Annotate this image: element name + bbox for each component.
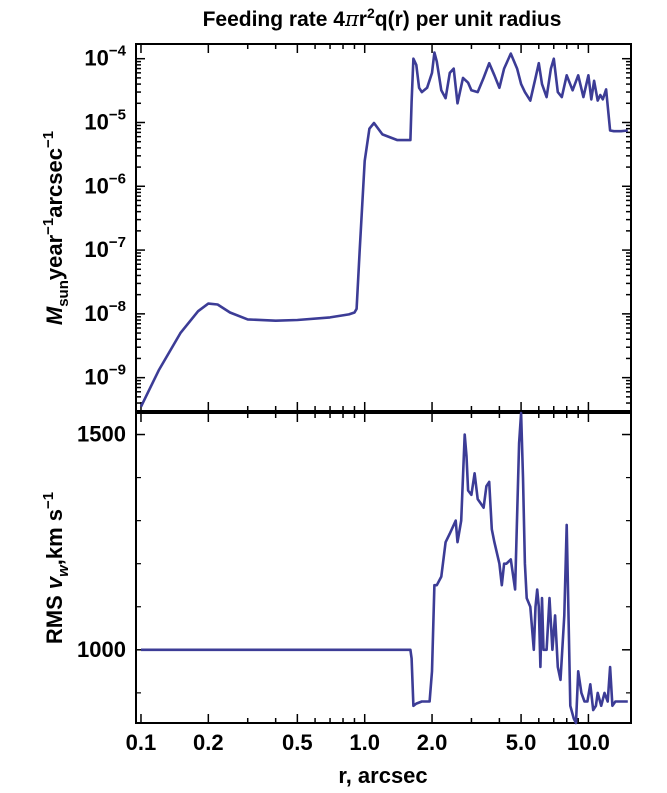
ylabel-year: year (42, 234, 67, 280)
top-ytick-label: 10−4 (84, 43, 126, 71)
bottom-ytick-label: 1000 (77, 637, 126, 662)
ytick-base: 10 (84, 46, 108, 71)
x-tick-labels: 0.1 0.2 0.5 1.0 2.0 5.0 10.0 (126, 730, 610, 755)
bottom-y-axis-label: RMS vw,km s−1 (40, 492, 72, 644)
title-part-sup: 2 (367, 5, 375, 21)
x-tick-label: 1.0 (349, 730, 380, 755)
ylabel2-exp: −1 (40, 492, 57, 509)
top-ytick-label: 10−6 (84, 170, 126, 198)
top-ytick-label: 10−9 (84, 362, 126, 390)
x-tick-label: 10.0 (567, 730, 610, 755)
bottom-ytick-label: 1500 (77, 422, 126, 447)
ytick-exponent: −8 (109, 298, 126, 315)
ytick-exponent: −5 (109, 106, 126, 123)
ylabel2-w: w (55, 564, 72, 577)
ytick-exponent: −4 (109, 43, 127, 60)
x-tick-label: 0.5 (282, 730, 313, 755)
ylabel-exp1: −1 (40, 218, 57, 235)
top-y-ticks (136, 57, 631, 412)
ytick-exponent: −9 (109, 362, 126, 379)
title-part-suffix: per unit radius (410, 8, 562, 31)
ylabel2-v: v (42, 575, 67, 589)
ylabel-arcsec: arcsec (42, 148, 67, 218)
bottom-y-ticks (136, 433, 631, 694)
x-axis-label: r, arcsec (338, 763, 427, 788)
x-tick-label: 2.0 (417, 730, 448, 755)
ylabel-exp2: −1 (40, 131, 57, 148)
title-part-r: r (359, 8, 367, 31)
top-y-axis-label: Msunyear−1arcsec−1 (40, 131, 72, 325)
ytick-exponent: −7 (109, 234, 126, 251)
series-line-rms-velocity (141, 411, 628, 725)
ylabel-m: M (42, 306, 67, 325)
ytick-base: 10 (84, 365, 108, 390)
top-y-tick-labels: 10−910−810−710−610−510−4 (84, 43, 126, 390)
top-ytick-label: 10−7 (84, 234, 126, 262)
ytick-exponent: −6 (109, 170, 126, 187)
x-tick-label: 5.0 (506, 730, 537, 755)
title-part-qr: q(r) (375, 8, 410, 31)
ylabel2-rms: RMS (42, 589, 67, 644)
ytick-base: 10 (84, 237, 108, 262)
top-panel-frame (135, 43, 632, 412)
bottom-y-tick-labels: 1000 1500 (77, 422, 126, 662)
title-part-pi: π (344, 7, 360, 31)
x-ticks (140, 44, 590, 723)
ytick-base: 10 (84, 173, 108, 198)
x-tick-label: 0.1 (126, 730, 157, 755)
bottom-panel-frame (135, 412, 632, 724)
series-line-feeding-rate (139, 51, 628, 408)
chart-title: Feeding rate 4πr2q(r) per unit radius (203, 5, 562, 31)
ylabel-sun: sun (55, 280, 72, 307)
ytick-base: 10 (84, 109, 108, 134)
top-ytick-label: 10−5 (84, 106, 126, 134)
title-part-prefix: Feeding rate 4 (203, 8, 346, 31)
ytick-base: 10 (84, 301, 108, 326)
top-ytick-label: 10−8 (84, 298, 126, 326)
ylabel2-unit: ,km s (42, 509, 67, 565)
x-tick-label: 0.2 (193, 730, 224, 755)
